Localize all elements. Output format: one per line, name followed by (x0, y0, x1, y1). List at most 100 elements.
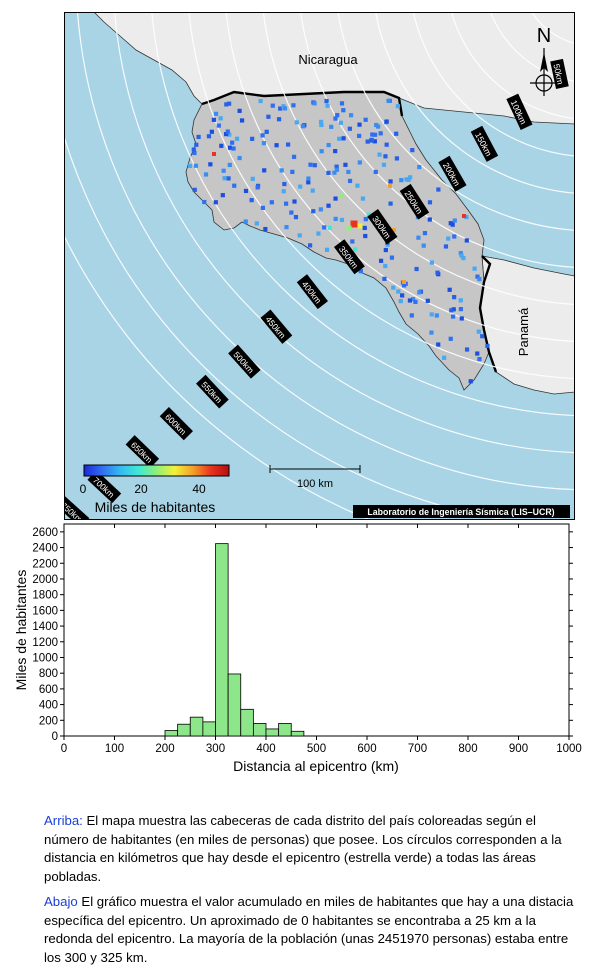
district-marker (283, 201, 289, 206)
district-marker (227, 132, 232, 137)
district-marker (451, 307, 456, 312)
colorbar: 0 20 40 Miles de habitantes (80, 464, 230, 515)
scale-bar-label: 100 km (297, 478, 333, 490)
district-marker (278, 106, 283, 111)
district-marker (383, 247, 388, 253)
y-tick-label: 2200 (32, 558, 58, 570)
district-marker (279, 168, 284, 173)
district-marker (452, 218, 457, 223)
x-tick-label: 900 (509, 743, 528, 755)
district-marker (243, 219, 248, 224)
district-marker (366, 212, 371, 217)
district-marker (223, 132, 229, 137)
histogram-bar (215, 543, 229, 737)
y-tick-label: 1400 (32, 621, 58, 633)
district-marker (347, 178, 353, 184)
district-marker (284, 224, 289, 230)
district-marker (349, 113, 354, 118)
district-marker (384, 119, 389, 124)
caption-top-text: El mapa muestra las cabeceras de cada di… (44, 813, 562, 884)
district-marker (475, 274, 480, 279)
district-marker (316, 231, 321, 236)
district-marker (381, 162, 387, 167)
district-marker (324, 247, 330, 252)
district-marker (249, 198, 254, 203)
district-marker (411, 297, 416, 302)
district-marker (429, 260, 434, 265)
colorbar-tick-0: 0 (80, 482, 87, 496)
district-marker (319, 149, 324, 154)
district-marker (319, 122, 324, 128)
district-marker (232, 183, 237, 188)
district-marker (422, 231, 428, 236)
district-marker (339, 193, 345, 198)
district-marker (333, 216, 338, 221)
district-marker (312, 163, 317, 168)
y-tick-label: 0 (52, 731, 58, 743)
district-marker (443, 244, 449, 249)
district-marker (378, 131, 383, 136)
x-tick-label: 300 (206, 743, 225, 755)
district-marker (281, 189, 286, 194)
district-marker (458, 298, 463, 303)
district-marker (409, 313, 414, 318)
district-marker (357, 160, 362, 165)
district-marker (306, 180, 311, 185)
district-marker (448, 336, 453, 341)
histogram-bar (252, 723, 267, 737)
district-marker (187, 163, 193, 169)
district-marker (458, 251, 463, 256)
y-tick-label: 1000 (32, 652, 58, 664)
district-marker (254, 221, 259, 226)
y-tick-label: 2400 (32, 543, 58, 555)
district-marker (388, 201, 393, 206)
district-marker (237, 155, 242, 161)
district-marker (458, 306, 463, 312)
caption-bottom-lead: Abajo (44, 894, 78, 909)
district-marker (477, 357, 482, 362)
district-marker (341, 136, 346, 141)
district-marker (357, 223, 363, 229)
district-marker (427, 217, 432, 222)
colorbar-tick-40: 40 (192, 482, 206, 496)
district-marker (297, 233, 302, 238)
district-marker (475, 351, 480, 356)
x-tick-label: 0 (61, 743, 67, 755)
x-axis-ticks: 0 100 200 300 400 500 600 700 800 900 1000 (61, 524, 582, 755)
district-marker (363, 233, 368, 239)
district-marker (326, 142, 331, 148)
district-marker (231, 146, 236, 151)
district-marker (269, 200, 274, 205)
district-marker (362, 225, 367, 231)
district-marker (372, 132, 378, 137)
district-marker (373, 169, 378, 175)
district-marker (480, 334, 485, 339)
district-marker (394, 156, 400, 161)
y-tick-label: 1600 (32, 605, 58, 617)
histogram-svg: 0 100 200 300 400 500 600 700 800 900 1000 0 200 400… (13, 523, 582, 774)
district-marker (213, 111, 219, 116)
district-marker (264, 129, 269, 134)
district-marker (346, 225, 352, 231)
district-marker (312, 101, 317, 106)
district-marker (472, 266, 477, 271)
district-marker (357, 133, 362, 139)
district-marker (293, 214, 299, 220)
district-marker (363, 217, 368, 222)
district-marker (427, 200, 433, 205)
district-marker (243, 188, 249, 194)
district-marker (377, 152, 382, 157)
district-marker (404, 177, 409, 182)
district-marker (255, 185, 260, 190)
district-marker (383, 263, 388, 269)
district-marker (357, 122, 362, 127)
scale-bar: 100 km (269, 465, 361, 490)
district-marker (211, 117, 216, 122)
x-tick-label: 400 (256, 743, 275, 755)
histogram-bar (227, 673, 242, 737)
district-marker (291, 103, 296, 108)
district-marker (333, 196, 338, 201)
y-tick-label: 800 (39, 668, 58, 680)
district-marker (266, 114, 271, 119)
district-marker (224, 102, 229, 107)
